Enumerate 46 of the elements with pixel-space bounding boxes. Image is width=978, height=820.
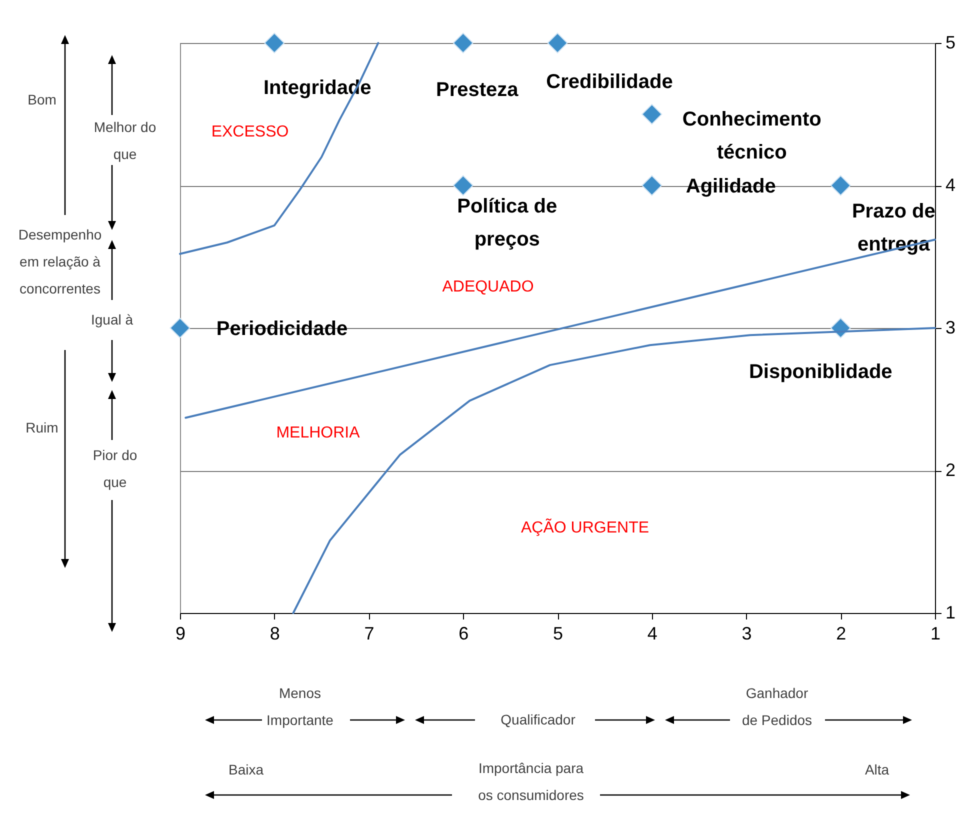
text: Ruim	[26, 418, 58, 438]
y-tick-label: 4	[946, 175, 956, 195]
text: Pior do que	[92, 446, 138, 492]
text: Desempenho em relação à concorrentes	[18, 226, 102, 298]
x-tick-label: 5	[552, 624, 564, 644]
data-label: Credibilidade	[546, 71, 673, 93]
point	[642, 104, 662, 124]
x-tick-label: 6	[458, 624, 469, 644]
text: Igual à	[90, 310, 134, 330]
text: Melhor do que	[94, 118, 156, 164]
data-label: Periodicidade	[216, 318, 348, 340]
data-label: Conhecimento técnico	[682, 108, 822, 164]
x-tick-label: 7	[364, 624, 374, 644]
line-series	[179, 42, 380, 255]
x-tick-label: 4	[647, 624, 658, 644]
x-tick-label: 8	[270, 624, 280, 644]
x-tick-label: 1	[930, 624, 941, 644]
point	[452, 175, 474, 196]
x-tick-label: 3	[742, 624, 752, 644]
y-tick-label: 3	[946, 318, 956, 338]
text: Qualificador	[500, 710, 576, 730]
y-tick-label: 1	[946, 602, 956, 622]
point	[830, 175, 851, 196]
x-tick-label: 2	[836, 624, 846, 644]
text: Alta	[864, 760, 890, 780]
y-tick-label: 5	[946, 32, 956, 52]
annotation: ADEQUADO	[442, 278, 534, 298]
text: Menos Importante	[266, 684, 334, 730]
text: Ganhador de Pedidos	[742, 684, 812, 730]
point	[642, 175, 662, 196]
data-label: Agilidade	[686, 176, 776, 198]
text: Bom	[28, 90, 56, 110]
text: Importância para os consumidores	[478, 759, 584, 805]
point	[264, 32, 285, 54]
annotation: AÇÃO URGENTE	[520, 518, 650, 538]
annotation: EXCESSO	[211, 122, 289, 142]
data-label: Política de preços	[457, 196, 558, 250]
point	[547, 32, 568, 54]
y-tick-label: 2	[946, 460, 956, 480]
point	[452, 32, 474, 54]
data-label: Presteza	[436, 79, 520, 101]
annotation: MELHORIA	[276, 424, 360, 444]
point	[170, 318, 190, 338]
data-label: Disponiblidade	[748, 361, 892, 383]
text: Baixa	[228, 760, 264, 780]
x-tick-label: 9	[175, 624, 186, 644]
